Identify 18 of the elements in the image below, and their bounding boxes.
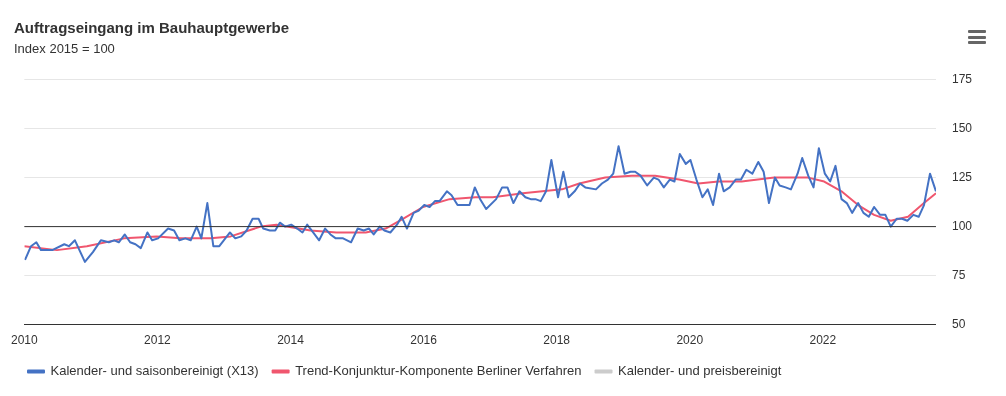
y-tick-label: 50 xyxy=(951,316,966,331)
chart-title: Auftragseingang im Bauhauptgewerbe xyxy=(14,19,290,37)
y-tick-label: 175 xyxy=(951,71,973,86)
chart-subtitle: Index 2015 = 100 xyxy=(14,41,115,57)
x-tick-label: 2012 xyxy=(144,333,172,348)
y-tick-label: 100 xyxy=(951,218,973,233)
legend-label: Kalender- und saisonbereinigt (X13) xyxy=(50,363,259,379)
x-tick-label: 2010 xyxy=(11,333,39,348)
y-tick-label: 75 xyxy=(951,267,966,282)
x-tick-label: 2016 xyxy=(410,333,438,348)
legend-label: Kalender- und preisbereinigt xyxy=(618,363,782,379)
x-tick-label: 2014 xyxy=(277,333,305,348)
y-tick-label: 125 xyxy=(951,169,973,184)
x-tick-label: 2022 xyxy=(809,333,837,348)
y-tick-label: 150 xyxy=(951,120,973,135)
legend-label: Trend-Konjunktur-Komponente Berliner Verfahren xyxy=(295,363,582,379)
x-tick-label: 2018 xyxy=(543,333,571,348)
x-tick-label: 2020 xyxy=(676,333,704,348)
